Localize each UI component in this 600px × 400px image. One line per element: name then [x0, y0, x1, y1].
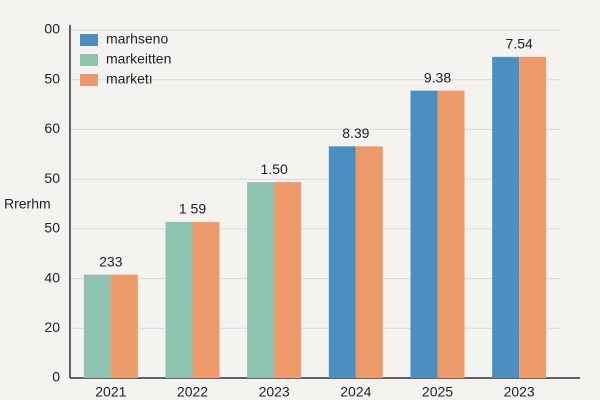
legend-label: marhseno [106, 31, 168, 47]
annotation: 233 [99, 253, 123, 269]
y-tick-label: 50 [44, 170, 60, 186]
bar [165, 221, 193, 378]
y-tick-label: 00 [44, 21, 60, 37]
bar [274, 182, 302, 378]
bar [110, 274, 138, 378]
annotation: 1 59 [179, 201, 206, 217]
bar [355, 146, 383, 378]
bar [192, 221, 220, 378]
y-tick-label: 60 [44, 120, 60, 136]
x-tick-label: 2021 [95, 384, 126, 400]
y-tick-label: 20 [44, 319, 60, 335]
bar [410, 90, 438, 378]
bar [247, 182, 275, 378]
y-tick-label: 50 [44, 70, 60, 86]
bar [492, 56, 520, 379]
x-tick-label: 2022 [177, 384, 208, 400]
legend-swatch [80, 54, 98, 66]
x-tick-label: 2023 [259, 384, 290, 400]
legend-swatch [80, 34, 98, 46]
bar [328, 146, 356, 378]
annotation: 8.39 [342, 125, 369, 141]
x-tick-label: 2025 [422, 384, 453, 400]
bar [83, 274, 111, 378]
legend-swatch [80, 74, 98, 86]
legend-label: markeitten [106, 51, 171, 67]
annotation: 7.54 [506, 36, 533, 52]
annotation: 9.38 [424, 69, 451, 85]
y-tick-label: 50 [44, 220, 60, 236]
bar [437, 90, 465, 378]
y-axis-label: Rrerhm [4, 196, 51, 212]
annotation: 1.50 [261, 161, 288, 177]
x-tick-label: 2024 [340, 384, 371, 400]
bar [519, 56, 547, 379]
x-tick-label: 2023 [504, 384, 535, 400]
y-tick-label: 0 [52, 369, 60, 385]
legend-label: marketı [106, 71, 153, 87]
y-tick-label: 40 [44, 269, 60, 285]
